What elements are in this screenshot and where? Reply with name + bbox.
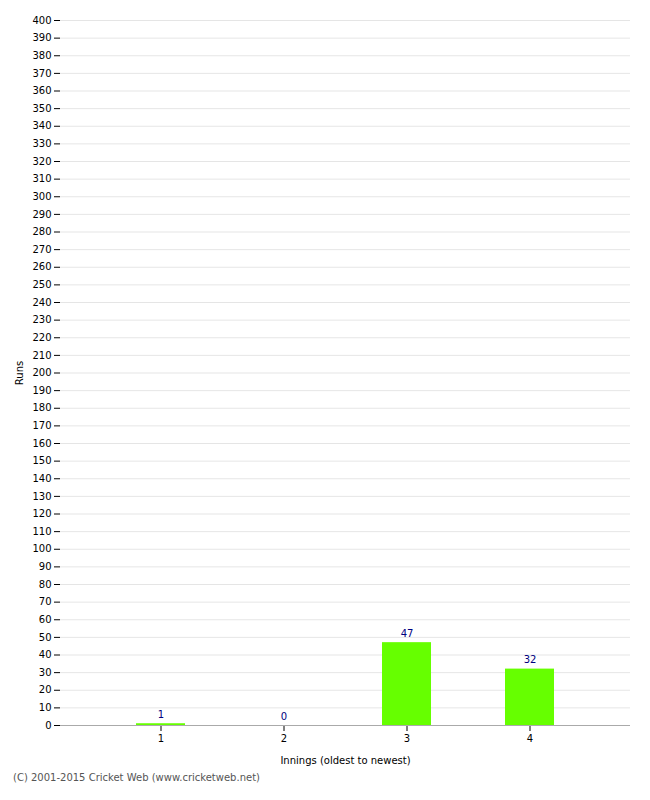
svg-text:380: 380 — [32, 50, 51, 61]
svg-text:170: 170 — [32, 420, 51, 431]
svg-text:20: 20 — [39, 684, 52, 695]
svg-text:110: 110 — [32, 526, 51, 537]
svg-text:240: 240 — [32, 297, 51, 308]
svg-text:0: 0 — [281, 711, 287, 722]
svg-text:310: 310 — [32, 173, 51, 184]
svg-text:1: 1 — [158, 709, 164, 720]
svg-text:Runs: Runs — [14, 361, 25, 385]
svg-text:390: 390 — [32, 32, 51, 43]
svg-text:150: 150 — [32, 455, 51, 466]
svg-text:160: 160 — [32, 438, 51, 449]
svg-text:190: 190 — [32, 385, 51, 396]
svg-text:4: 4 — [527, 733, 533, 744]
svg-text:270: 270 — [32, 244, 51, 255]
svg-text:40: 40 — [39, 649, 52, 660]
svg-text:80: 80 — [39, 579, 52, 590]
svg-text:350: 350 — [32, 103, 51, 114]
svg-text:60: 60 — [39, 614, 52, 625]
svg-text:180: 180 — [32, 402, 51, 413]
svg-text:260: 260 — [32, 261, 51, 272]
svg-text:370: 370 — [32, 68, 51, 79]
svg-text:120: 120 — [32, 508, 51, 519]
svg-text:400: 400 — [32, 15, 51, 26]
svg-text:210: 210 — [32, 350, 51, 361]
svg-text:10: 10 — [39, 702, 52, 713]
svg-text:2: 2 — [281, 733, 287, 744]
svg-text:140: 140 — [32, 473, 51, 484]
svg-text:330: 330 — [32, 138, 51, 149]
svg-text:90: 90 — [39, 561, 52, 572]
svg-text:230: 230 — [32, 314, 51, 325]
html-text:(C) 2001-2015 Cricket Web (www: (C) 2001-2015 Cricket Web (www.cricketwe… — [13, 772, 260, 783]
svg-text:290: 290 — [32, 209, 51, 220]
svg-text:100: 100 — [32, 543, 51, 554]
svg-text:340: 340 — [32, 120, 51, 131]
svg-text:360: 360 — [32, 85, 51, 96]
svg-text:280: 280 — [32, 226, 51, 237]
svg-text:1: 1 — [158, 733, 164, 744]
svg-text:Innings (oldest to newest): Innings (oldest to newest) — [280, 755, 410, 766]
svg-text:50: 50 — [39, 632, 52, 643]
svg-text:200: 200 — [32, 367, 51, 378]
svg-text:0: 0 — [45, 720, 51, 731]
svg-text:250: 250 — [32, 279, 51, 290]
svg-text:220: 220 — [32, 332, 51, 343]
svg-text:3: 3 — [404, 733, 410, 744]
svg-text:300: 300 — [32, 191, 51, 202]
svg-text:32: 32 — [524, 654, 537, 665]
svg-text:70: 70 — [39, 596, 52, 607]
svg-text:30: 30 — [39, 667, 52, 678]
svg-text:320: 320 — [32, 156, 51, 167]
svg-text:47: 47 — [401, 628, 414, 639]
svg-text:130: 130 — [32, 491, 51, 502]
